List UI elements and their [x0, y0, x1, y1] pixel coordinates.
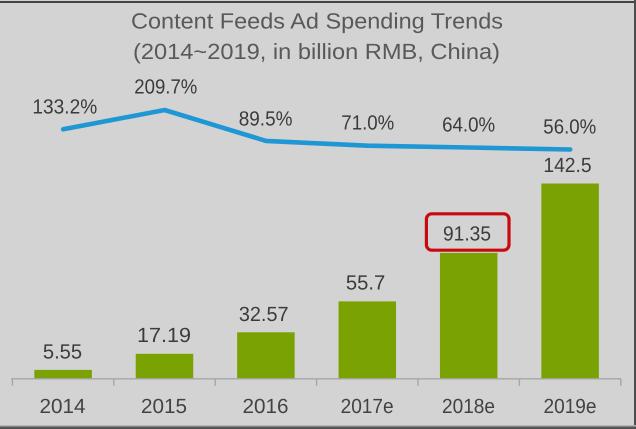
svg-text:17.19: 17.19 — [137, 324, 191, 347]
svg-text:64.0%: 64.0% — [442, 114, 495, 137]
svg-text:(2014~2019, in billion RMB, Ch: (2014~2019, in billion RMB, China) — [133, 39, 500, 64]
svg-text:133.2%: 133.2% — [32, 96, 97, 119]
svg-text:32.57: 32.57 — [239, 303, 289, 326]
svg-text:2015: 2015 — [141, 395, 187, 418]
svg-text:142.5: 142.5 — [543, 154, 591, 177]
svg-text:2017e: 2017e — [341, 395, 394, 418]
svg-text:2019e: 2019e — [544, 395, 597, 418]
svg-text:Content Feeds Ad Spending Tren: Content Feeds Ad Spending Trends — [131, 9, 503, 34]
svg-text:91.35: 91.35 — [443, 223, 491, 246]
svg-text:5.55: 5.55 — [43, 341, 82, 364]
svg-text:2018e: 2018e — [442, 395, 495, 418]
svg-text:71.0%: 71.0% — [341, 111, 394, 134]
svg-text:2016: 2016 — [243, 395, 289, 418]
svg-text:2014: 2014 — [40, 395, 86, 418]
svg-text:89.5%: 89.5% — [239, 108, 293, 131]
svg-text:56.0%: 56.0% — [543, 116, 596, 139]
svg-text:209.7%: 209.7% — [134, 76, 197, 99]
svg-text:55.7: 55.7 — [346, 272, 385, 295]
